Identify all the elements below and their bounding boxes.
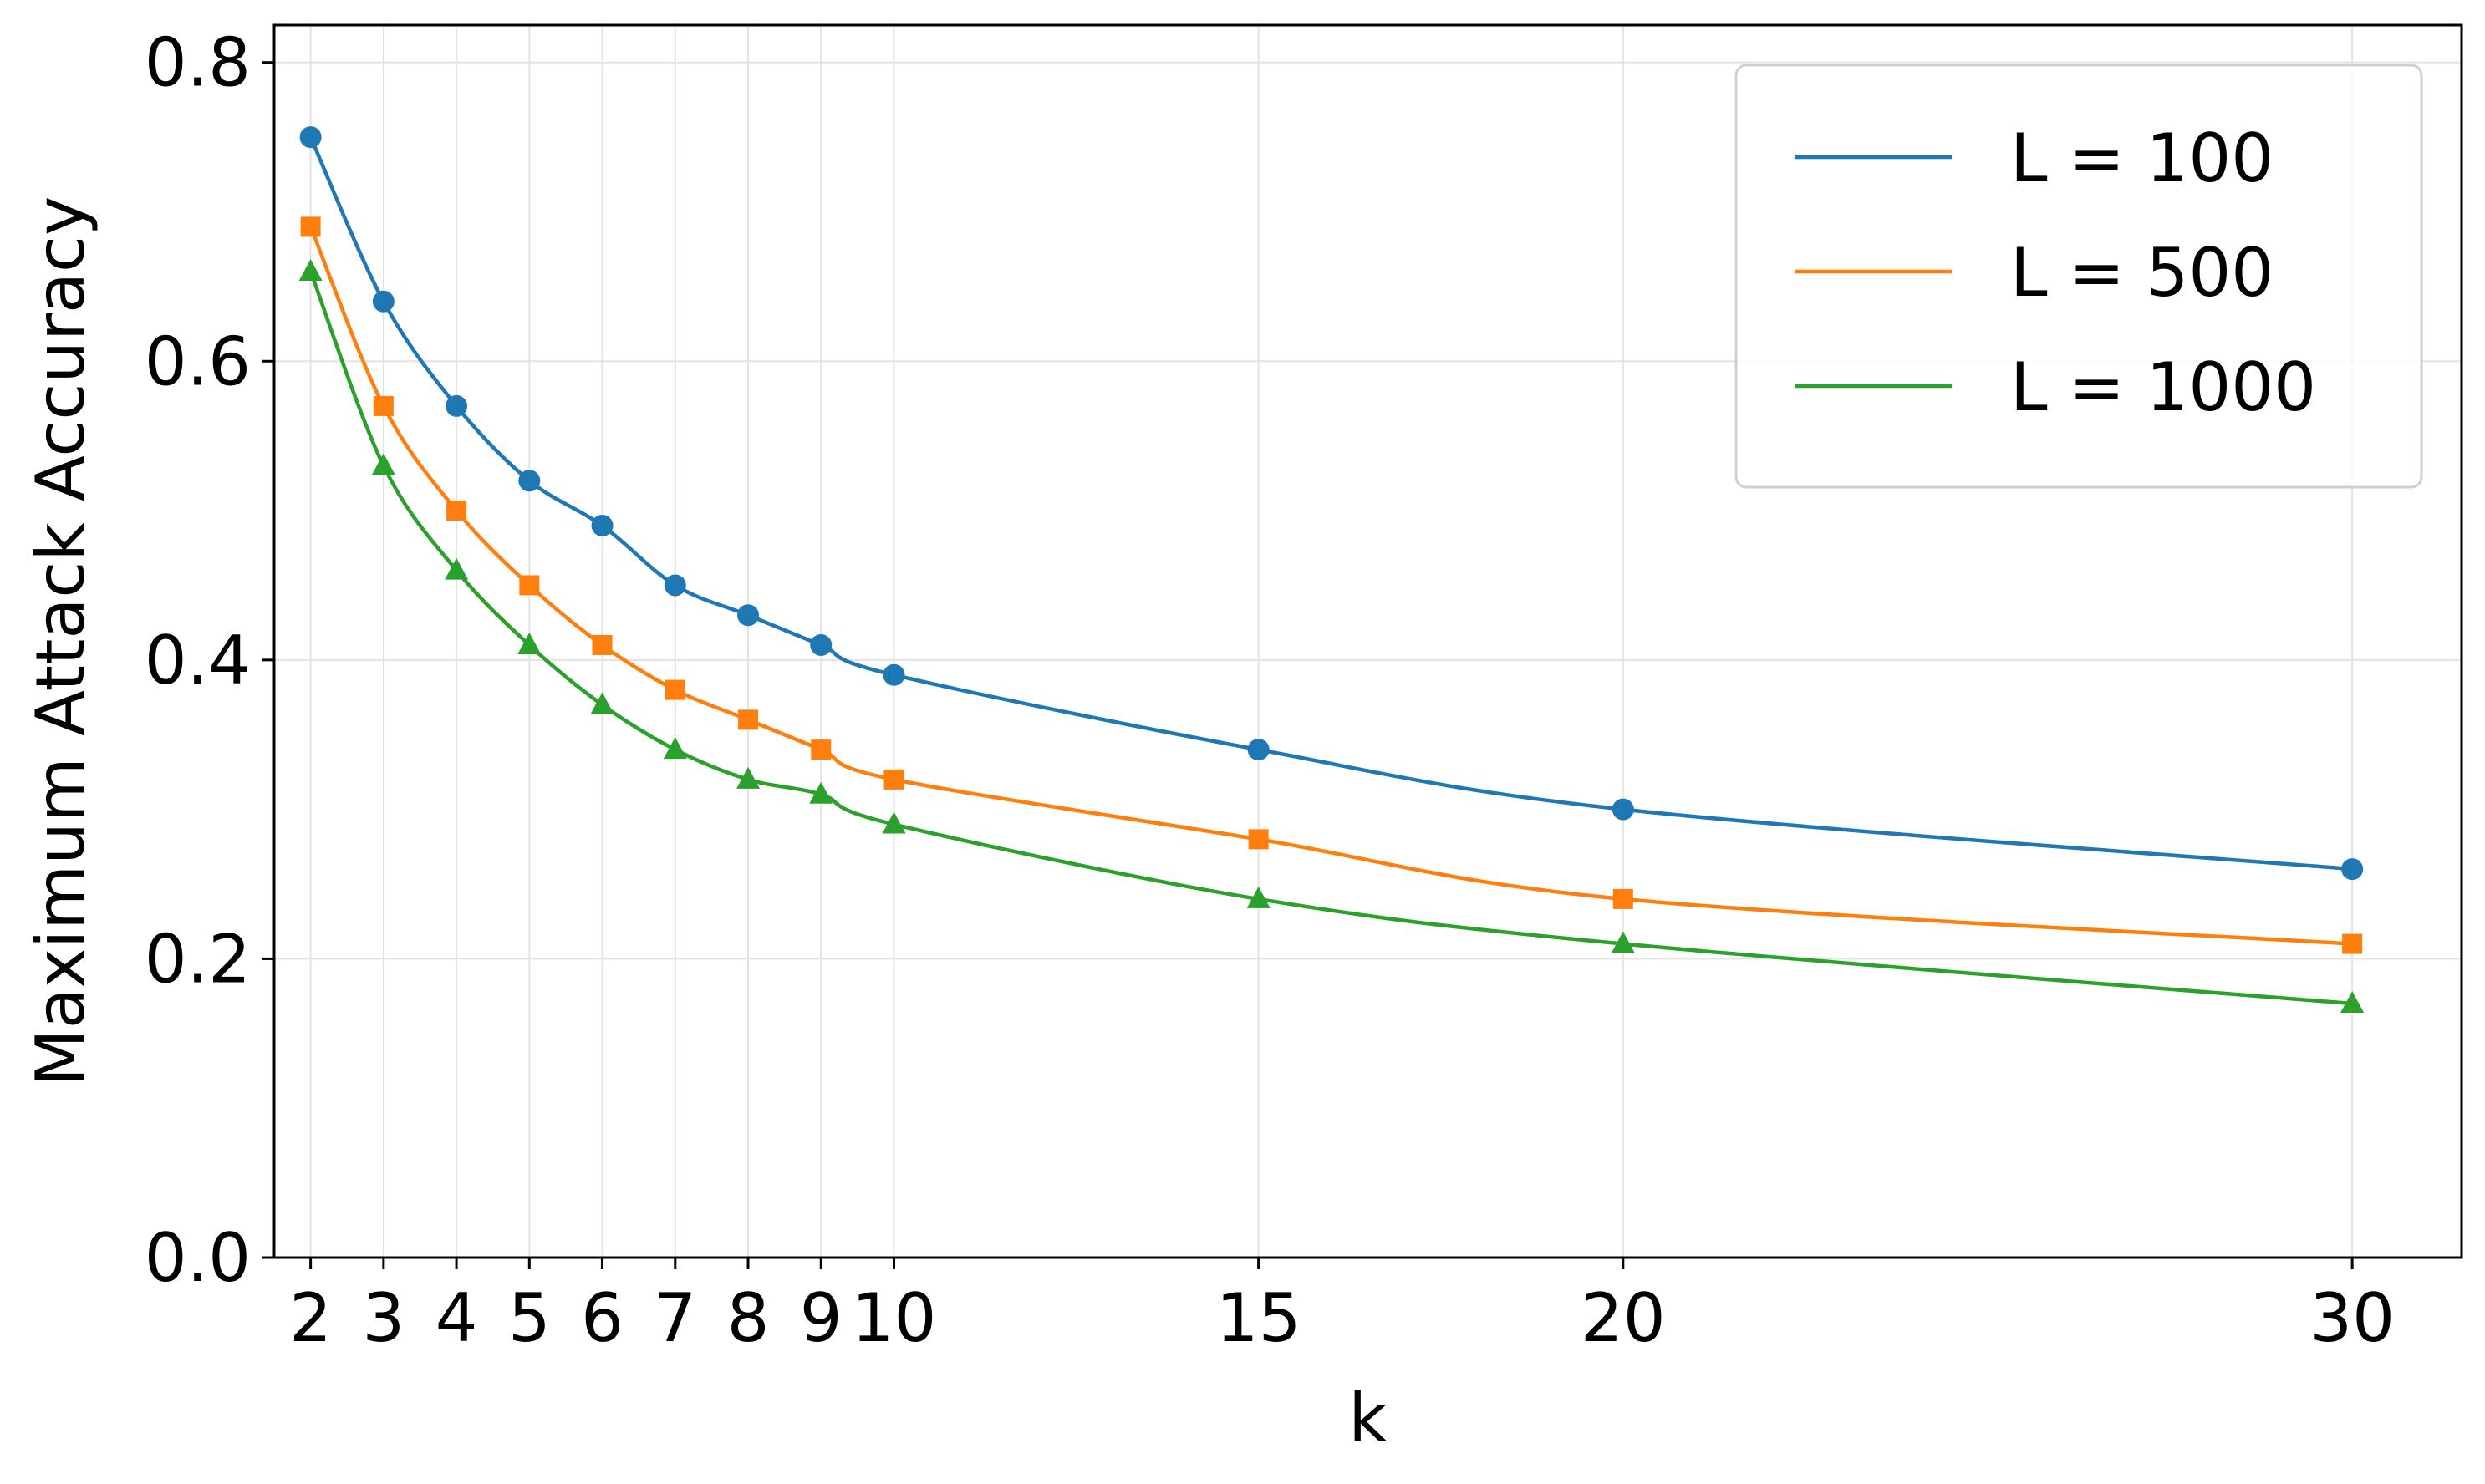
data-point: [519, 575, 540, 596]
data-point: [591, 514, 614, 536]
data-point: [517, 632, 542, 654]
legend-item: L = 1000: [1795, 348, 2316, 426]
data-point: [1247, 739, 1270, 761]
data-point: [590, 692, 614, 714]
data-point: [663, 737, 687, 760]
data-point: [1246, 886, 1271, 908]
data-point: [1612, 888, 1633, 909]
legend-item: L = 500: [1795, 234, 2274, 312]
legend-label: L = 100: [2010, 119, 2274, 197]
y-axis-label: Maximum Attack Accuracy: [22, 196, 99, 1087]
data-point: [1612, 798, 1634, 821]
legend-label: L = 1000: [2010, 348, 2316, 426]
x-tick-label: 2: [289, 1279, 332, 1357]
data-point: [738, 709, 759, 730]
x-axis-label: k: [1348, 1380, 1388, 1457]
x-tick-label: 10: [852, 1279, 937, 1357]
y-tick-label: 0.4: [145, 622, 251, 699]
x-tick-label: 5: [508, 1279, 551, 1357]
x-tick-label: 30: [2309, 1279, 2395, 1357]
data-point: [371, 453, 395, 475]
data-point: [737, 604, 760, 627]
x-tick-label: 6: [581, 1279, 624, 1357]
legend-label: L = 500: [2010, 234, 2274, 312]
data-point: [592, 634, 613, 655]
x-tick-label: 15: [1216, 1279, 1301, 1357]
data-point: [883, 769, 904, 790]
data-point: [2341, 858, 2364, 881]
data-point: [373, 395, 394, 416]
data-point: [664, 574, 686, 597]
data-point: [736, 766, 761, 789]
y-tick-label: 0.2: [145, 920, 251, 998]
data-point: [1611, 931, 1635, 953]
data-point: [2342, 933, 2363, 954]
grid: [274, 25, 2462, 1258]
data-point: [518, 470, 541, 492]
legend-item: L = 100: [1795, 119, 2274, 197]
x-tick-label: 9: [800, 1279, 843, 1357]
data-point: [2340, 991, 2365, 1014]
data-point: [882, 811, 906, 834]
data-point: [446, 501, 467, 521]
x-tick-label: 8: [727, 1279, 770, 1357]
data-point: [445, 557, 469, 580]
data-point: [1248, 829, 1269, 850]
x-tick-label: 7: [654, 1279, 696, 1357]
y-tick-label: 0.8: [145, 24, 251, 102]
data-point: [809, 781, 833, 804]
data-point: [300, 216, 321, 237]
plot-frame: [272, 23, 2463, 1259]
data-point: [299, 126, 322, 149]
x-tick-label: 4: [435, 1279, 478, 1357]
ticks: 2 3 4 5 6 7 8 9 10 15 20 30 0.0 0.2 0.4 0.6 0.8: [145, 24, 2395, 1357]
data-point: [298, 259, 323, 281]
data-point: [446, 394, 468, 417]
legend: L = 100 L = 500 L = 1000: [1734, 64, 2423, 489]
series-2: [300, 216, 2363, 954]
series-1: [299, 126, 2364, 881]
series-3: [298, 259, 2365, 1014]
y-tick-label: 0.6: [145, 323, 251, 400]
data-point: [810, 633, 833, 656]
x-tick-label: 3: [362, 1279, 405, 1357]
data-point: [372, 290, 395, 313]
y-tick-label: 0.0: [145, 1219, 251, 1297]
legend-box: [1734, 64, 2423, 489]
data-point: [883, 663, 905, 686]
data-point: [665, 679, 685, 700]
data-point: [811, 739, 832, 760]
x-tick-label: 20: [1581, 1279, 1666, 1357]
series-layer: [298, 126, 2365, 1014]
